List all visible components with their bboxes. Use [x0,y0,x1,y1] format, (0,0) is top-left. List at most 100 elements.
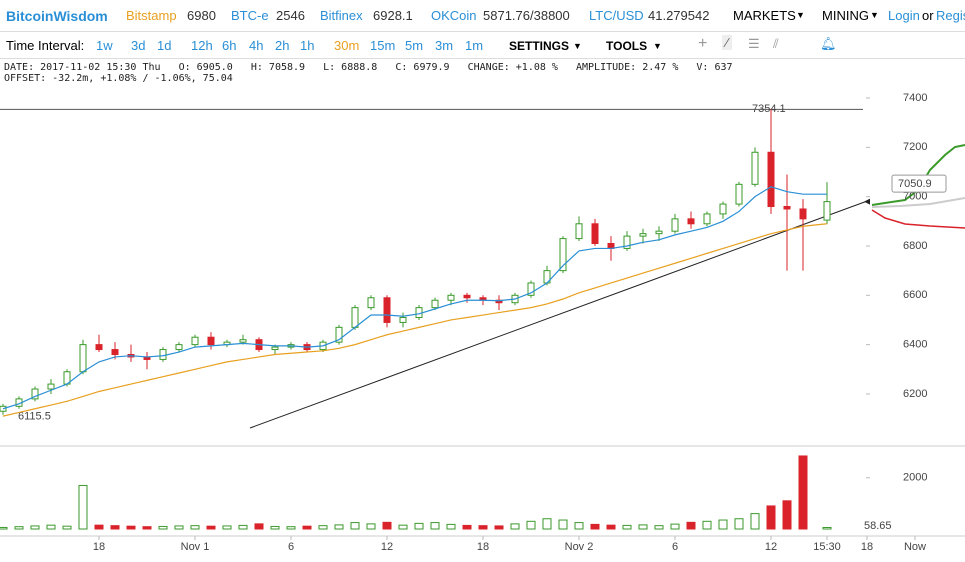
interval[interactable]: 1h [300,38,315,53]
price-pointer [864,198,870,205]
exchange[interactable]: BTC-e [231,8,269,23]
x-tick-label: 18 [861,541,873,553]
interval[interactable]: 5m [405,38,424,53]
interval[interactable]: 15m [370,38,396,53]
interval[interactable]: 1m [465,38,484,53]
candle-body [0,405,7,412]
candle-body [447,294,455,301]
info-offset: OFFSET: -32.2m, +1.08% / -1.06%, 75.04 [4,73,233,84]
exchange[interactable]: LTC/USD [589,8,644,23]
candle-body [687,218,695,225]
volume-bar [822,526,832,530]
brand[interactable]: BitcoinWisdom [6,8,108,24]
candle-body [575,223,583,240]
volume-bar [78,484,88,530]
register[interactable]: Regis [936,8,965,23]
exchange[interactable]: Bitfinex [320,8,363,23]
candle-body [799,208,807,220]
volume-bar [622,524,632,530]
volume-bar [94,524,104,530]
x-tick-label: 15:30 [813,541,841,553]
candle-body [719,203,727,215]
candle-body [655,230,663,235]
info-low: L: 6888.8 [323,62,378,73]
y-tick-label: 6400 [903,339,927,351]
price: 5871.76/38800 [483,8,570,23]
interval[interactable]: 6h [222,38,237,53]
x-tick-label: 18 [477,541,489,553]
volume-bar [222,525,232,530]
depth-asks [871,209,965,229]
info-close: C: 6979.9 [395,62,450,73]
candle-body [431,299,439,309]
candle-body [767,151,775,208]
candle-body [367,297,375,309]
interval[interactable]: 12h [191,38,213,53]
x-tick-label: Nov 2 [565,541,594,553]
header: BitcoinWisdom Bitstamp 6980 BTC-e 2546 B… [0,0,965,32]
info-volume: V: 637 [696,62,733,73]
price-label: 7050.9 [898,178,932,190]
candle-body [79,344,87,373]
candle-body [783,206,791,210]
candle-body [63,371,71,385]
price: 2546 [276,8,305,23]
candle-body [255,339,263,351]
hline-tool[interactable]: ☰ [748,36,760,51]
price-box [891,174,947,193]
y-tick-label: 6800 [903,240,927,252]
or: or [922,8,934,23]
low-label: 6115.5 [18,411,51,423]
candle-body [31,388,39,400]
volume-bar [382,521,392,530]
interval[interactable]: 4h [249,38,264,53]
menu[interactable]: MARKETS [733,8,796,23]
volume-bar [462,524,472,530]
volume-bar [14,526,24,530]
volume-bar [334,524,344,530]
x-tick-label: 12 [381,541,393,553]
x-tick-label: 18 [93,541,105,553]
interval[interactable]: 2h [275,38,290,53]
interval-label: Time Interval: [6,38,85,53]
candle-body [175,344,183,351]
candle-body [607,243,615,249]
volume-bar [270,525,280,530]
volume-bar [206,525,216,530]
alert-tool[interactable]: 🔔︎ [820,36,837,51]
volume-bar [638,524,648,530]
line-tool[interactable]: ⁄ [722,35,733,50]
volume-bar [350,522,360,530]
volume-bar [398,524,408,530]
volume-bar [766,505,776,530]
y-tick-label: 6200 [903,388,927,400]
volume-label: 58.65 [864,520,892,532]
price: 6980 [187,8,216,23]
volume-bar [478,525,488,530]
caret: ▼ [653,41,662,51]
exchange[interactable]: OKCoin [431,8,477,23]
interval[interactable]: 1d [157,38,172,53]
crosshair-tool[interactable]: + [698,35,708,52]
candle-body [223,341,231,346]
settings[interactable]: SETTINGS [509,39,570,53]
login[interactable]: Login [888,8,920,23]
interval[interactable]: 1w [96,38,113,53]
volume-bar [126,525,136,530]
tools[interactable]: TOOLS [606,39,648,53]
x-tick-label: Nov 1 [181,541,210,553]
trend-line [249,199,871,429]
exchange[interactable]: Bitstamp [126,8,177,23]
fib-tool[interactable]: ⫽ [773,36,779,51]
y-tick-label: 7200 [903,141,927,153]
interval[interactable]: 3m [435,38,454,53]
candle-body [511,294,519,304]
interval[interactable]: 30m [334,38,360,53]
menu[interactable]: MINING [822,8,869,23]
high-label: 7354.1 [752,103,786,115]
volume-bar [606,524,616,530]
interval[interactable]: 3d [131,38,146,53]
candle-body [319,341,327,351]
volume-bar [430,522,440,530]
volume-bar [526,520,536,530]
